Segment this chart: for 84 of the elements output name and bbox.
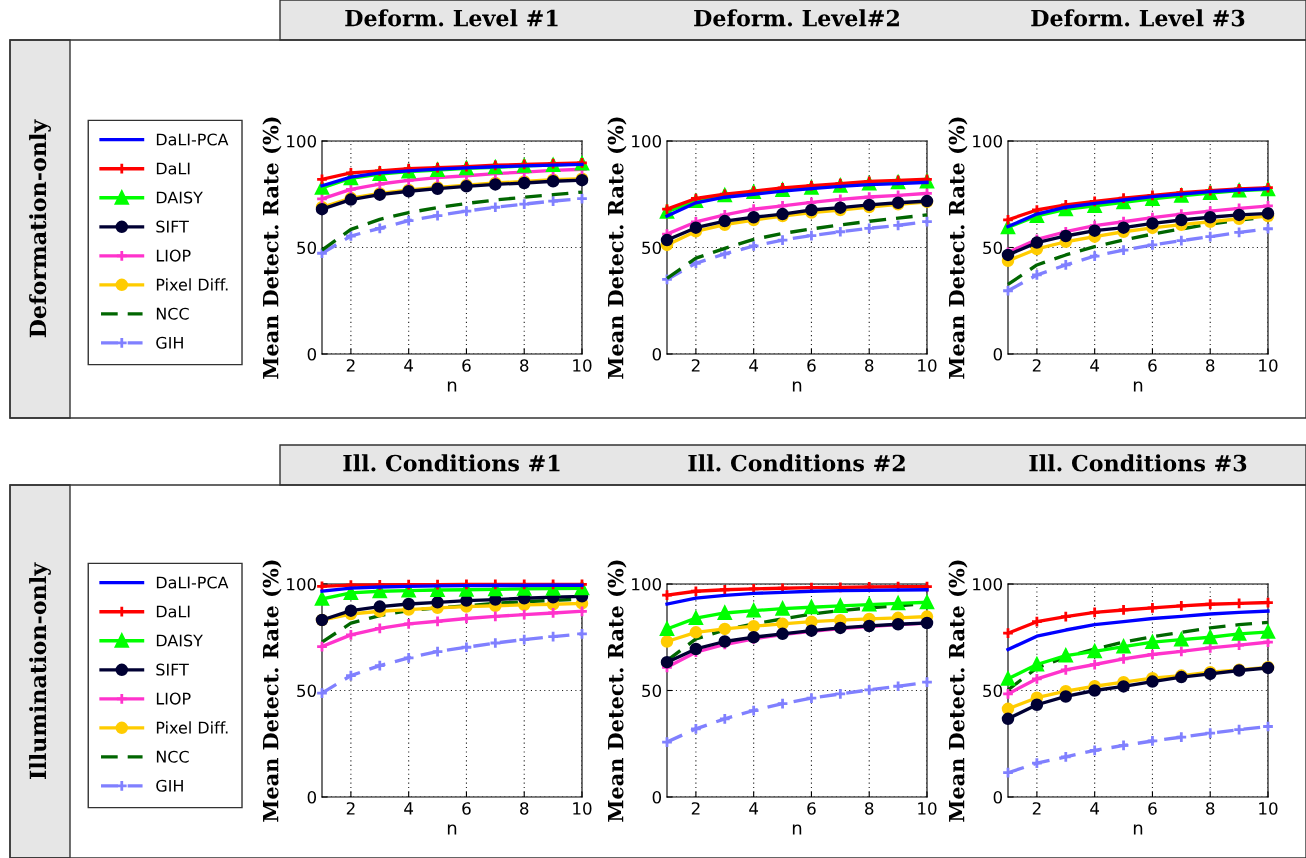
y-axis-title: Mean Detect. Rate (%) xyxy=(262,560,282,822)
y-axis-title: Mean Detect. Rate (%) xyxy=(948,117,968,379)
y-tick-label: 0 xyxy=(993,790,1003,804)
legend-label: NCC xyxy=(156,307,189,320)
x-tick-label: 4 xyxy=(749,359,759,372)
legend-label: SIFT xyxy=(156,663,189,676)
x-axis-title: n xyxy=(447,824,457,835)
x-tick-label: 8 xyxy=(520,359,529,372)
x-tick-label: 2 xyxy=(1032,802,1041,815)
x-axis-title: n xyxy=(1133,381,1143,392)
legend-label: DAISY xyxy=(156,191,203,204)
x-tick-label: 6 xyxy=(1148,359,1157,372)
legend-label: LIOP xyxy=(156,692,191,705)
legend-label: Pixel Diff. xyxy=(156,278,228,291)
y-tick-label: 100 xyxy=(632,577,662,591)
x-tick-label: 4 xyxy=(1090,359,1100,372)
y-tick-label: 100 xyxy=(973,577,1003,591)
x-tick-label: 8 xyxy=(865,359,874,372)
y-tick-label: 0 xyxy=(307,790,317,804)
y-tick-label: 0 xyxy=(993,347,1003,361)
legend-label: GIH xyxy=(156,779,183,792)
chart-title: Ill. Conditions #2 xyxy=(688,454,905,472)
y-axis-title: Mean Detect. Rate (%) xyxy=(607,117,627,379)
y-tick-label: 50 xyxy=(642,241,662,255)
y-tick-label: 0 xyxy=(652,347,662,361)
legend-label: DaLI xyxy=(156,605,190,618)
x-tick-label: 6 xyxy=(462,359,471,372)
y-tick-label: 100 xyxy=(632,134,662,148)
y-tick-label: 50 xyxy=(983,684,1003,698)
y-tick-label: 0 xyxy=(652,790,662,804)
x-axis-title: n xyxy=(1133,824,1143,835)
x-tick-label: 4 xyxy=(404,359,414,372)
x-tick-label: 6 xyxy=(1148,802,1157,815)
x-tick-label: 10 xyxy=(1259,359,1278,372)
x-tick-label: 8 xyxy=(1206,359,1215,372)
chart-title: Deform. Level #3 xyxy=(1031,9,1245,27)
x-tick-label: 8 xyxy=(865,802,874,815)
x-axis-title: n xyxy=(447,381,457,392)
legend-label: Pixel Diff. xyxy=(156,721,228,734)
x-tick-label: 6 xyxy=(807,359,816,372)
x-axis-title: n xyxy=(792,381,802,392)
legend-label: LIOP xyxy=(156,249,191,262)
legend-label: DAISY xyxy=(156,634,203,647)
y-tick-label: 100 xyxy=(973,134,1003,148)
y-axis-title: Mean Detect. Rate (%) xyxy=(948,560,968,822)
chart-title: Ill. Conditions #1 xyxy=(343,454,560,472)
x-tick-label: 8 xyxy=(1206,802,1215,815)
legend-label: DaLI-PCA xyxy=(156,576,229,589)
x-tick-label: 10 xyxy=(573,802,592,815)
x-tick-label: 8 xyxy=(520,802,529,815)
legend-label: NCC xyxy=(156,750,189,763)
y-tick-label: 50 xyxy=(297,684,317,698)
x-axis-title: n xyxy=(792,824,802,835)
x-tick-label: 2 xyxy=(691,802,700,815)
chart-title: Deform. Level#2 xyxy=(694,9,899,27)
x-tick-label: 4 xyxy=(1090,802,1100,815)
legend-label: SIFT xyxy=(156,220,189,233)
x-tick-label: 2 xyxy=(691,359,700,372)
y-axis-title: Mean Detect. Rate (%) xyxy=(607,560,627,822)
y-tick-label: 50 xyxy=(642,684,662,698)
x-tick-label: 2 xyxy=(346,359,355,372)
x-tick-label: 10 xyxy=(918,359,937,372)
legend-label: GIH xyxy=(156,336,183,349)
x-tick-label: 6 xyxy=(462,802,471,815)
x-tick-label: 4 xyxy=(404,802,414,815)
legend-label: DaLI-PCA xyxy=(156,133,229,146)
chart-title: Ill. Conditions #3 xyxy=(1029,454,1247,472)
y-axis-title: Mean Detect. Rate (%) xyxy=(262,117,282,379)
x-tick-label: 10 xyxy=(918,802,937,815)
y-tick-label: 50 xyxy=(983,241,1003,255)
x-tick-label: 2 xyxy=(346,802,355,815)
legend-label: DaLI xyxy=(156,162,190,175)
y-tick-label: 0 xyxy=(307,347,317,361)
y-tick-label: 50 xyxy=(297,241,317,255)
x-tick-label: 10 xyxy=(1259,802,1278,815)
text: Deformation-only xyxy=(29,119,51,338)
chart-title: Deform. Level #1 xyxy=(345,9,558,27)
x-tick-label: 4 xyxy=(749,802,759,815)
y-tick-label: 100 xyxy=(287,134,317,148)
text: Illumination-only xyxy=(29,562,51,780)
x-tick-label: 6 xyxy=(807,802,816,815)
y-tick-label: 100 xyxy=(287,577,317,591)
x-tick-label: 10 xyxy=(573,359,592,372)
x-tick-label: 2 xyxy=(1032,359,1041,372)
